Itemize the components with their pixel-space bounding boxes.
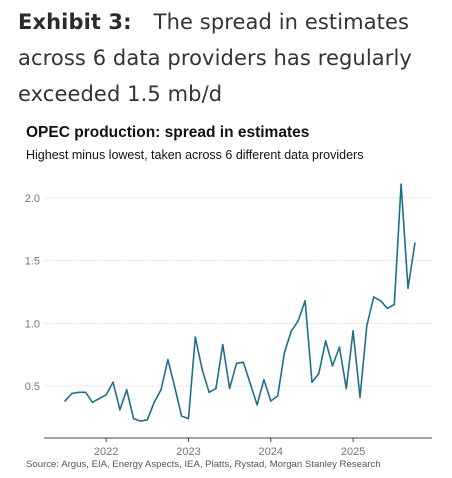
- data-point: [400, 183, 402, 186]
- data-point: [263, 378, 265, 381]
- exhibit-label: Exhibit 3:: [18, 10, 132, 34]
- data-point: [304, 299, 306, 302]
- data-point: [180, 415, 183, 417]
- y-tick-label: 2.0: [25, 193, 40, 205]
- data-point: [379, 299, 382, 302]
- data-point: [290, 330, 293, 332]
- data-point: [105, 393, 107, 396]
- data-point: [242, 361, 245, 363]
- y-tick-label: 1.0: [25, 318, 40, 330]
- data-point: [372, 296, 375, 298]
- x-tick-label: 2023: [176, 446, 200, 458]
- data-point: [345, 387, 348, 390]
- data-point: [201, 368, 203, 371]
- data-point: [112, 381, 114, 384]
- data-point: [276, 395, 279, 397]
- data-point: [187, 417, 190, 420]
- data-point: [173, 386, 176, 389]
- x-tick-label: 2022: [94, 446, 118, 458]
- chart-title: OPEC production: spread in estimates: [26, 124, 310, 141]
- data-point: [98, 397, 101, 400]
- data-point: [125, 388, 128, 391]
- data-point: [215, 387, 217, 390]
- data-point: [366, 325, 368, 327]
- data-point: [208, 391, 210, 394]
- data-point: [71, 392, 73, 395]
- data-point: [228, 387, 231, 390]
- data-point: [84, 391, 87, 394]
- data-point: [297, 320, 300, 322]
- data-point: [160, 388, 162, 391]
- data-point: [324, 340, 327, 342]
- data-point: [221, 343, 224, 346]
- data-point: [153, 401, 155, 404]
- source-note: Source: Argus, EIA, Energy Aspects, IEA,…: [26, 459, 381, 470]
- data-point: [407, 287, 409, 290]
- series-line: [64, 183, 416, 422]
- data-point: [331, 365, 334, 367]
- data-point: [270, 400, 272, 402]
- exhibit-headline: The spread in estimates across 6 data pr…: [18, 10, 412, 106]
- y-tick-label: 0.5: [25, 381, 40, 393]
- data-point: [283, 351, 286, 353]
- exhibit-heading: Exhibit 3: The spread in estimates across…: [18, 4, 438, 112]
- data-point: [414, 242, 416, 244]
- data-point: [393, 303, 396, 306]
- data-point: [359, 396, 361, 399]
- data-point: [91, 401, 94, 404]
- y-tick-label: 1.5: [25, 256, 40, 268]
- chart-subtitle: Highest minus lowest, taken across 6 dif…: [26, 148, 364, 162]
- data-point: [338, 346, 341, 348]
- data-point: [249, 382, 252, 385]
- data-point: [256, 404, 258, 406]
- data-point: [352, 330, 354, 332]
- data-point: [318, 372, 320, 375]
- data-point: [77, 391, 80, 394]
- data-point: [119, 409, 121, 411]
- data-point: [167, 358, 169, 361]
- x-tick-label: 2025: [341, 446, 365, 458]
- data-point: [146, 419, 149, 421]
- data-point: [311, 381, 313, 384]
- data-point: [235, 362, 238, 365]
- data-point: [132, 417, 135, 420]
- data-point: [386, 307, 389, 310]
- data-point: [139, 420, 142, 422]
- data-point: [194, 336, 197, 338]
- x-tick-label: 2024: [259, 446, 283, 458]
- data-point: [64, 400, 66, 402]
